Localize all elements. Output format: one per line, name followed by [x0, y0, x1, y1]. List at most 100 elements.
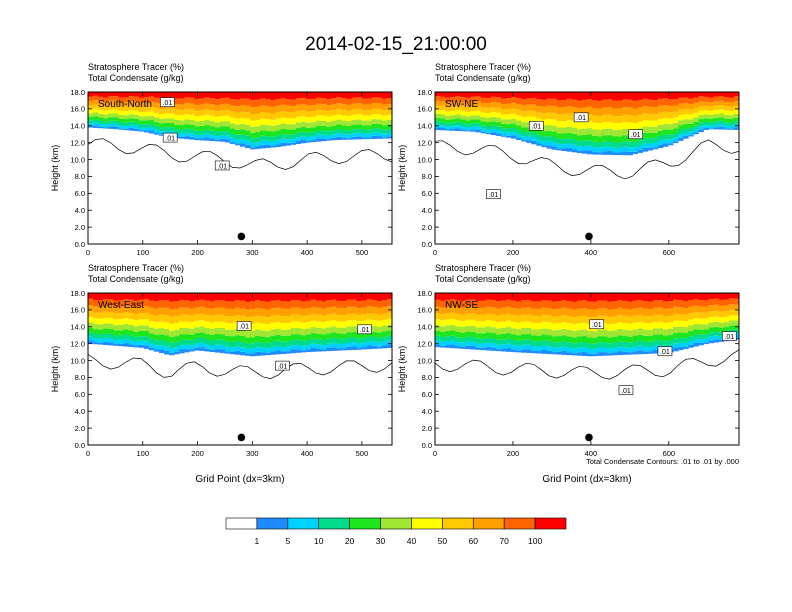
tracer-cell: [587, 134, 593, 141]
contour-label: .01: [236, 321, 252, 331]
tracer-cell: [556, 351, 562, 355]
tracer-cell: [305, 300, 312, 309]
tracer-cell: [98, 92, 104, 97]
tracer-cell: [622, 99, 628, 108]
tracer-cell: [597, 336, 603, 343]
tracer-cell: [698, 114, 704, 120]
tracer-cell: [445, 119, 451, 124]
panel-2: Stratosphere Tracer (%)Total Condensate …: [50, 263, 393, 485]
tracer-cell: [219, 349, 226, 354]
tracer-cell: [718, 340, 725, 342]
tracer-cell: [336, 114, 342, 120]
tracer-cell: [490, 96, 497, 103]
y-tick-label: 2.0: [75, 223, 85, 232]
tracer-cell: [305, 136, 312, 141]
tracer-cell: [381, 120, 388, 126]
tracer-cell: [229, 141, 236, 144]
tracer-cell: [723, 293, 730, 300]
tracer-cell: [376, 136, 383, 139]
tracer-cell: [485, 132, 492, 135]
tracer-cell: [366, 319, 373, 326]
tracer-cell: [123, 102, 129, 107]
tracer-cell: [592, 108, 598, 116]
tracer-cell: [169, 123, 175, 128]
tracer-cell: [688, 293, 694, 300]
tracer-cell: [678, 300, 684, 308]
tracer-cell: [310, 333, 317, 339]
tracer-cell: [647, 99, 654, 107]
tracer-cell: [148, 321, 155, 328]
tracer-cell: [214, 111, 221, 117]
tracer-cell: [326, 139, 332, 141]
tracer-cell: [118, 102, 124, 107]
tracer-cell: [536, 329, 542, 336]
tracer-cell: [511, 345, 517, 350]
tracer-cell: [718, 299, 725, 306]
tracer-cell: [204, 333, 210, 340]
tracer-cell: [356, 128, 362, 133]
tracer-cell: [551, 342, 557, 348]
tracer-cell: [708, 128, 714, 130]
tracer-cell: [118, 114, 124, 119]
tracer-cell: [470, 299, 476, 307]
tracer-cell: [505, 132, 512, 136]
tracer-cell: [280, 301, 286, 309]
tracer-cell: [516, 129, 522, 135]
tracer-cell: [541, 145, 547, 148]
tracer-cell: [480, 343, 486, 348]
tracer-cell: [435, 96, 441, 101]
tracer-cell: [305, 105, 312, 112]
tracer-cell: [551, 146, 557, 150]
tracer-cell: [622, 114, 628, 122]
tracer-cell: [733, 117, 739, 122]
tracer-cell: [541, 349, 547, 354]
tracer-cell: [607, 107, 613, 115]
location-dot: [237, 433, 246, 442]
tracer-cell: [521, 307, 527, 315]
tracer-cell: [386, 299, 392, 306]
tracer-cell: [718, 327, 725, 333]
tracer-cell: [693, 129, 699, 133]
tracer-cell: [326, 126, 332, 132]
tracer-cell: [169, 348, 175, 353]
tracer-cell: [234, 315, 241, 323]
tracer-cell: [612, 330, 618, 337]
tracer-cell: [455, 326, 461, 332]
y-tick-label: 10.0: [417, 356, 432, 365]
tracer-cell: [209, 345, 215, 350]
tracer-cell: [450, 122, 456, 127]
tracer-cell: [485, 306, 492, 314]
tracer-cell: [566, 336, 573, 343]
tracer-cell: [189, 315, 195, 323]
tracer-cell: [376, 128, 383, 133]
tracer-cell: [470, 306, 476, 314]
tracer-cell: [351, 92, 357, 98]
tracer-cell: [285, 118, 291, 125]
tracer-cell: [138, 330, 145, 337]
tracer-cell: [240, 329, 246, 337]
tracer-cell: [366, 133, 373, 138]
tracer-cell: [280, 341, 286, 347]
tracer-cell: [581, 121, 588, 129]
tracer-cell: [495, 102, 502, 108]
tracer-cell: [108, 105, 114, 110]
tracer-cell: [663, 322, 669, 330]
tracer-cell: [158, 123, 165, 128]
tracer-cell: [561, 114, 568, 122]
tracer-cell: [708, 305, 714, 312]
tracer-cell: [280, 117, 286, 124]
tracer-cell: [331, 332, 337, 338]
tracer-cell: [316, 134, 322, 139]
tracer-cell: [728, 325, 735, 330]
tracer-cell: [346, 306, 352, 314]
tracer-cell: [346, 320, 352, 327]
tracer-cell: [219, 327, 226, 335]
tracer-cell: [133, 320, 139, 327]
tracer-cell: [224, 131, 231, 136]
tracer-cell: [103, 118, 109, 122]
panel-subtitle-condensate: Total Condensate (g/kg): [88, 274, 184, 284]
tracer-cell: [310, 306, 317, 314]
tracer-cell: [551, 105, 557, 113]
tracer-cell: [475, 101, 481, 107]
tracer-cell: [485, 337, 492, 343]
